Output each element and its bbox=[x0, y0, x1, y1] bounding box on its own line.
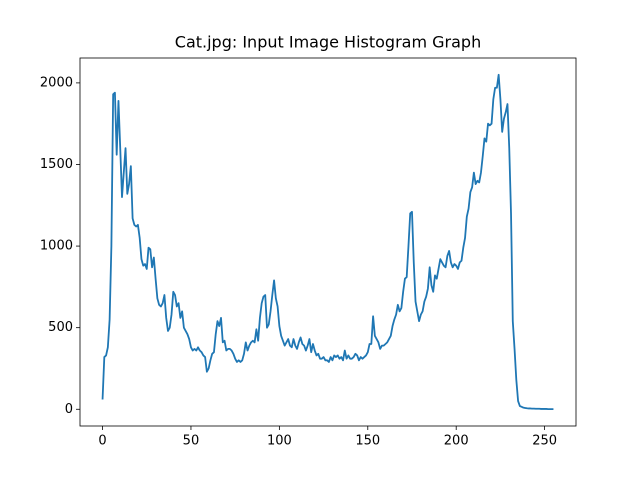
chart-title: Cat.jpg: Input Image Histogram Graph bbox=[175, 33, 481, 52]
data-line bbox=[101, 73, 554, 411]
x-tick-label: 250 bbox=[532, 434, 557, 449]
x-tick-label: 0 bbox=[98, 434, 106, 449]
y-tick-label: 500 bbox=[48, 320, 73, 335]
y-tick-label: 2000 bbox=[40, 75, 73, 90]
x-tick-label: 50 bbox=[183, 434, 200, 449]
plot-frame bbox=[79, 57, 577, 427]
y-tick-label: 0 bbox=[65, 402, 73, 417]
y-tick-label: 1000 bbox=[40, 239, 73, 254]
x-tick-label: 100 bbox=[267, 434, 292, 449]
y-tick-label: 1500 bbox=[40, 157, 73, 172]
x-tick-label: 200 bbox=[444, 434, 469, 449]
x-tick-label: 150 bbox=[355, 434, 380, 449]
